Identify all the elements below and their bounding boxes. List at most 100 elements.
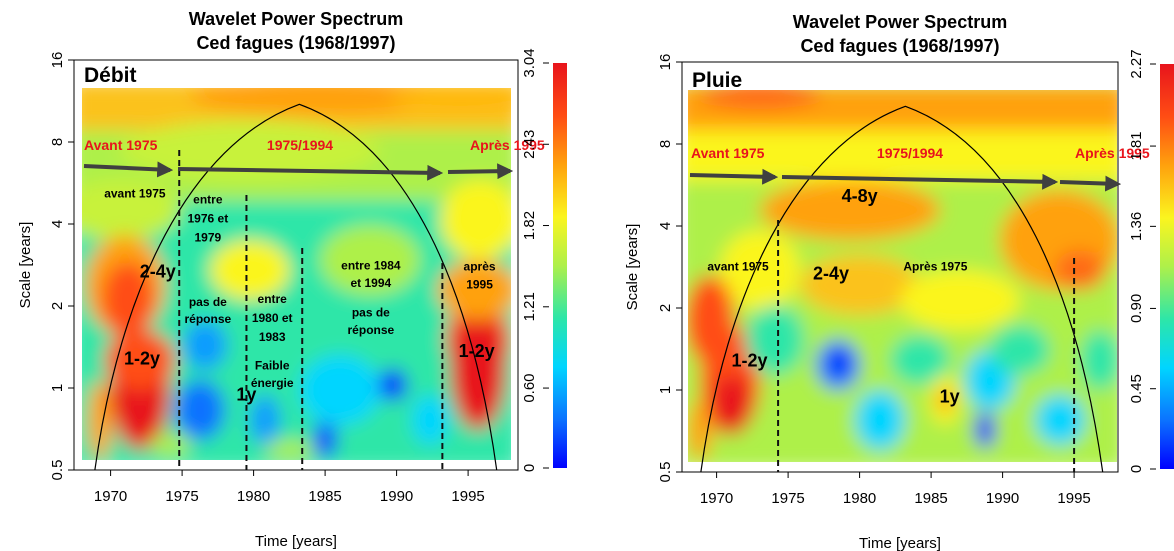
- colorbar-ticks: 0 0.45 0.90 1.36 1.81 2.27: [1128, 49, 1156, 473]
- x-tick-label: 1995: [1057, 490, 1090, 507]
- y-tick-label: 2: [49, 302, 66, 310]
- plot-frame: [681, 61, 1119, 473]
- colorbar-tick-label: 3.04: [521, 48, 538, 77]
- period-dividers: [178, 150, 444, 470]
- x-tick-label: 1985: [914, 490, 947, 507]
- colorbar-tick-label: 1.82: [521, 211, 538, 240]
- y-tick-label: 16: [49, 52, 66, 69]
- chart-subtitle: Ced fagues (1968/1997): [196, 33, 395, 53]
- annotation: entre: [258, 292, 288, 306]
- period-arrow: [83, 161, 174, 178]
- colorbar-tick-label: 1.36: [1128, 212, 1145, 241]
- panel-label: Pluie: [692, 69, 742, 92]
- period-arrows: Avant 1975 1975/1994 Après 1995: [689, 145, 1150, 192]
- x-axis-label: Time [years]: [859, 535, 941, 551]
- annotation: après: [464, 259, 496, 273]
- period-arrow: [1059, 175, 1122, 192]
- annotations: avant 1975 Après 1975 4-8y 2-4y 1-2y 1y: [707, 186, 967, 406]
- annotations: avant 1975 entre 1976 et 1979 entre 1980 et 19…: [104, 187, 496, 405]
- period-arrow: [781, 173, 1059, 190]
- y-tick-label: 1: [657, 386, 674, 394]
- period-arrow: [689, 168, 779, 185]
- period-label: 1975/1994: [267, 137, 333, 153]
- annotation: réponse: [348, 323, 395, 337]
- y-tick-label: 16: [657, 54, 674, 71]
- y-tick-label: 8: [49, 138, 66, 146]
- y-tick-label: 0.5: [657, 462, 674, 483]
- period-label: Avant 1975: [84, 137, 158, 153]
- colorbar: [1160, 64, 1174, 469]
- colorbar-tick-label: 2.27: [1128, 49, 1145, 78]
- period-band-label: 1-2y: [124, 348, 160, 368]
- y-tick-label: 4: [49, 220, 66, 228]
- annotation: entre 1984: [341, 259, 401, 273]
- x-tick-label: 1990: [380, 488, 413, 505]
- colorbar-tick-label: 1.21: [521, 292, 538, 321]
- x-tick-label: 1970: [700, 490, 733, 507]
- annotation: 1980 et: [252, 311, 293, 325]
- period-band-label: 4-8y: [842, 186, 878, 206]
- power-heatmap: [82, 88, 511, 460]
- colorbar-tick-label: 0: [521, 464, 538, 472]
- x-axis: 1970 1975 1980 1985 1990 1995: [94, 470, 485, 505]
- annotation: énergie: [251, 376, 294, 390]
- period-label: Avant 1975: [691, 145, 765, 161]
- period-label: 1975/1994: [877, 145, 943, 161]
- period-label: Après 1995: [1075, 145, 1150, 161]
- chart-subtitle: Ced fagues (1968/1997): [800, 36, 999, 56]
- y-tick-label: 8: [657, 140, 674, 148]
- y-tick-label: 4: [657, 222, 674, 230]
- panel-pluie: Wavelet Power Spectrum Ced fagues (1968/…: [624, 12, 1174, 551]
- cone-of-influence: [700, 105, 1104, 473]
- annotation: avant 1975: [707, 259, 769, 273]
- x-tick-label: 1990: [986, 490, 1019, 507]
- annotation: et 1994: [351, 276, 392, 290]
- y-tick-label: 2: [657, 304, 674, 312]
- period-band-label: 1y: [940, 386, 960, 406]
- period-arrow: [177, 164, 444, 181]
- period-band-label: 2-4y: [140, 261, 176, 281]
- period-arrow: [447, 163, 514, 180]
- x-tick-label: 1985: [308, 488, 341, 505]
- y-axis-label: Scale [years]: [17, 222, 34, 309]
- period-band-label: 1-2y: [731, 350, 767, 370]
- x-tick-label: 1975: [165, 488, 198, 505]
- x-tick-label: 1980: [843, 490, 876, 507]
- x-tick-label: 1995: [451, 488, 484, 505]
- colorbar-ticks: 0 0.60 1.21 1.82 2.43 3.04: [521, 48, 549, 472]
- y-tick-label: 0.5: [49, 460, 66, 481]
- annotation: Faible: [255, 358, 290, 372]
- annotation: pas de: [189, 295, 227, 309]
- colorbar-tick-label: 2.43: [521, 130, 538, 159]
- plot-frame: [73, 59, 519, 471]
- annotation: entre: [193, 193, 223, 207]
- x-axis: 1970 1975 1980 1985 1990 1995: [700, 472, 1091, 507]
- x-tick-label: 1970: [94, 488, 127, 505]
- y-axis-label: Scale [years]: [624, 224, 641, 311]
- colorbar-tick-label: 0: [1128, 465, 1145, 473]
- y-tick-label: 1: [49, 384, 66, 392]
- x-axis-label: Time [years]: [255, 533, 337, 550]
- power-heatmap: [688, 90, 1117, 462]
- cone-of-influence: [94, 103, 498, 471]
- x-tick-label: 1980: [237, 488, 270, 505]
- annotation: réponse: [184, 312, 231, 326]
- colorbar-tick-label: 1.81: [1128, 131, 1145, 160]
- panel-label: Débit: [84, 64, 137, 87]
- annotation: 1983: [259, 330, 286, 344]
- panel-debit: Wavelet Power Spectrum Ced fagues (1968/…: [17, 9, 567, 550]
- colorbar-tick-label: 0.45: [1128, 374, 1145, 403]
- y-axis: 0.5 1 2 4 8 16: [657, 54, 682, 483]
- colorbar-tick-label: 0.60: [521, 373, 538, 402]
- period-arrows: Avant 1975 1975/1994 Après 1995: [83, 137, 545, 181]
- chart-title: Wavelet Power Spectrum: [189, 9, 403, 29]
- period-band-label: 2-4y: [813, 263, 849, 283]
- chart-title: Wavelet Power Spectrum: [793, 12, 1007, 32]
- period-label: Après 1995: [470, 137, 545, 153]
- period-band-label: 1-2y: [459, 341, 495, 361]
- annotation: 1976 et: [187, 212, 228, 226]
- annotation: 1979: [194, 230, 221, 244]
- colorbar: [553, 63, 567, 468]
- period-band-label: 1y: [236, 384, 256, 404]
